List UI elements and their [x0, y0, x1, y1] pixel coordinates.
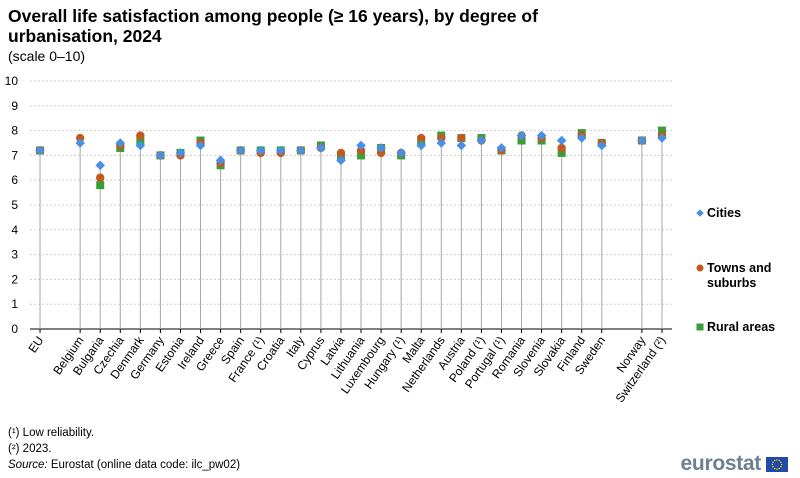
data-point-diamond: [576, 133, 587, 143]
data-point-diamond: [215, 155, 226, 166]
x-axis: EU BelgiumBulgariaCzechiaDenmarkGermanyEs…: [25, 329, 668, 405]
legend-label: Towns and suburbs: [707, 261, 771, 290]
chart-grid: [30, 80, 672, 330]
data-point-circle: [96, 173, 105, 182]
y-tick-label: 6: [11, 173, 18, 187]
legend-label: Rural areas: [707, 320, 775, 334]
data-point-diamond: [255, 145, 266, 156]
y-tick-label: 5: [11, 198, 18, 212]
x-tick-label: EU: [25, 334, 46, 356]
source-label: Source:: [8, 459, 48, 471]
data-point-diamond: [396, 148, 406, 158]
y-tick-label: 0: [11, 322, 18, 336]
footnotes: (¹) Low reliability. (²) 2023. Source: E…: [8, 425, 240, 473]
data-point-diamond: [476, 135, 487, 146]
data-point-diamond: [175, 148, 186, 158]
data-point-circle: [75, 133, 85, 143]
y-tick-label: 2: [11, 272, 18, 286]
data-point-diamond: [115, 138, 126, 148]
data-point-diamond: [596, 140, 607, 151]
data-point-diamond: [556, 135, 567, 146]
footnote-2023: (²) 2023.: [8, 443, 52, 455]
y-axis: 0 1 2 3 4 5 6 7 8 9 10: [5, 74, 19, 336]
data-point-square: [517, 136, 526, 145]
data-point-diamond: [356, 140, 366, 151]
data-point-diamond: [75, 138, 85, 148]
chart-title: Overall life satisfaction among people (…: [8, 6, 538, 46]
y-tick-label: 3: [11, 248, 18, 262]
data-point-square: [557, 148, 566, 157]
eurostat-logo: eurostat: [681, 452, 788, 476]
data-point-diamond: [195, 140, 206, 151]
data-point-diamond: [456, 140, 467, 151]
data-point-diamond: [376, 143, 386, 153]
data-point-circle: [136, 131, 145, 140]
data-point-diamond: [336, 155, 346, 166]
data-point-diamond: [95, 160, 106, 171]
y-tick-label: 7: [11, 148, 18, 162]
source-text: Eurostat (online data code: ilc_pw02): [47, 459, 241, 471]
data-point-diamond: [516, 130, 527, 141]
data-point-diamond: [316, 143, 326, 153]
data-point-diamond: [536, 130, 547, 141]
source-line: Source: Eurostat (online data code: ilc_…: [8, 457, 240, 473]
data-point-diamond: [436, 138, 447, 148]
legend-marker: [696, 264, 704, 272]
data-point-diamond: [275, 145, 286, 156]
data-point-square: [357, 151, 366, 160]
chart-subtitle: (scale 0–10): [8, 48, 86, 64]
data-point-diamond: [155, 150, 166, 161]
data-point-diamond: [496, 143, 507, 153]
data-point-diamond: [657, 133, 667, 143]
data-point-circle: [417, 133, 426, 143]
y-tick-label: 8: [11, 124, 18, 138]
y-tick-label: 1: [11, 297, 18, 311]
legend: Cities Towns and suburbs Rural areas: [696, 206, 775, 334]
y-tick-label: 9: [11, 99, 18, 113]
footnote-low-reliability: (¹) Low reliability.: [8, 427, 95, 439]
y-tick-label: 10: [5, 74, 19, 88]
data-point-diamond: [135, 140, 146, 151]
legend-marker: [696, 323, 704, 331]
data-point-diamond: [296, 145, 306, 156]
data-point-circle: [457, 133, 466, 143]
eu-flag-icon: [766, 456, 788, 472]
category-stems: [39, 130, 663, 329]
legend-marker: [696, 209, 704, 217]
data-marks: [35, 126, 667, 190]
data-point-circle: [437, 133, 446, 143]
data-point-circle: [376, 148, 386, 158]
data-point-square: [136, 136, 145, 145]
y-tick-label: 4: [11, 223, 18, 237]
data-point-circle: [557, 143, 566, 153]
data-point-diamond: [35, 145, 45, 156]
data-point-square: [657, 126, 666, 135]
data-point-circle: [336, 148, 346, 158]
legend-label: Cities: [707, 206, 741, 220]
data-point-diamond: [235, 145, 246, 156]
data-point-square: [96, 181, 105, 190]
data-point-diamond: [416, 140, 427, 151]
data-point-circle: [356, 146, 366, 155]
eurostat-wordmark: eurostat: [680, 452, 762, 475]
data-point-diamond: [637, 135, 647, 146]
